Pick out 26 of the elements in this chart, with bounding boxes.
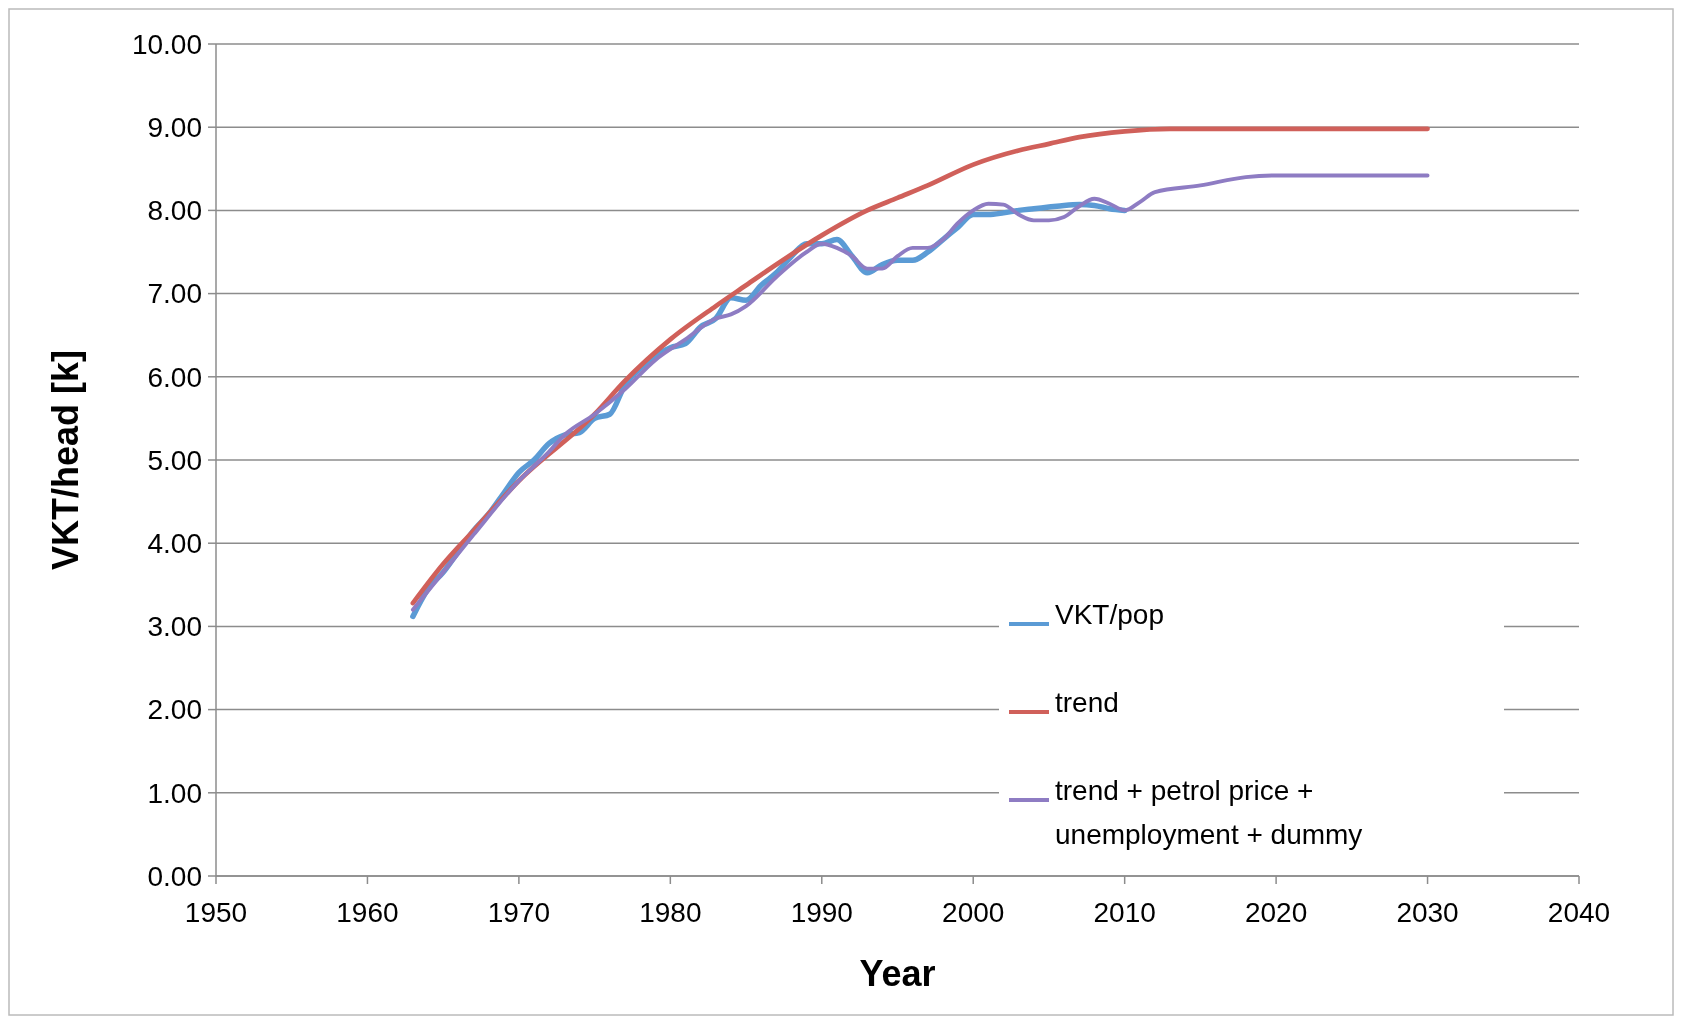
x-tick-label: 1950: [184, 897, 248, 928]
y-tick-label: 7.00: [147, 278, 202, 310]
x-tick-label: 1980: [639, 897, 702, 928]
y-tick-label: 6.00: [147, 361, 202, 393]
x-tick-label: 2040: [1547, 897, 1611, 928]
y-tick-label: 1.00: [147, 777, 202, 809]
x-tick-label: 2020: [1244, 897, 1308, 928]
y-tick-label: 2.00: [147, 694, 202, 726]
legend-label: trend: [1055, 687, 1119, 718]
y-tick-label: 0.00: [147, 860, 202, 892]
x-tick-label: 1990: [790, 897, 853, 928]
legend-label: VKT/pop: [1055, 599, 1164, 630]
x-tick-label: 2010: [1093, 897, 1156, 928]
y-tick-label: 10.00: [131, 28, 202, 60]
y-tick-label: 8.00: [147, 195, 202, 227]
y-tick-label: 4.00: [147, 528, 202, 559]
x-tick-label: 2000: [942, 897, 1005, 928]
x-tick-label: 2030: [1396, 897, 1459, 928]
legend-label: trend + petrol price + unemployment + dummy: [1055, 775, 1363, 850]
y-tick-label: 3.00: [147, 611, 202, 643]
x-tick-label: 1960: [336, 897, 399, 928]
y-tick-label: 5.00: [147, 444, 202, 476]
y-tick-label: 9.00: [147, 112, 202, 143]
x-axis-title: Year: [859, 953, 936, 994]
x-tick-label: 1970: [487, 897, 551, 928]
y-axis-title: VKT/head [k]: [45, 349, 86, 571]
